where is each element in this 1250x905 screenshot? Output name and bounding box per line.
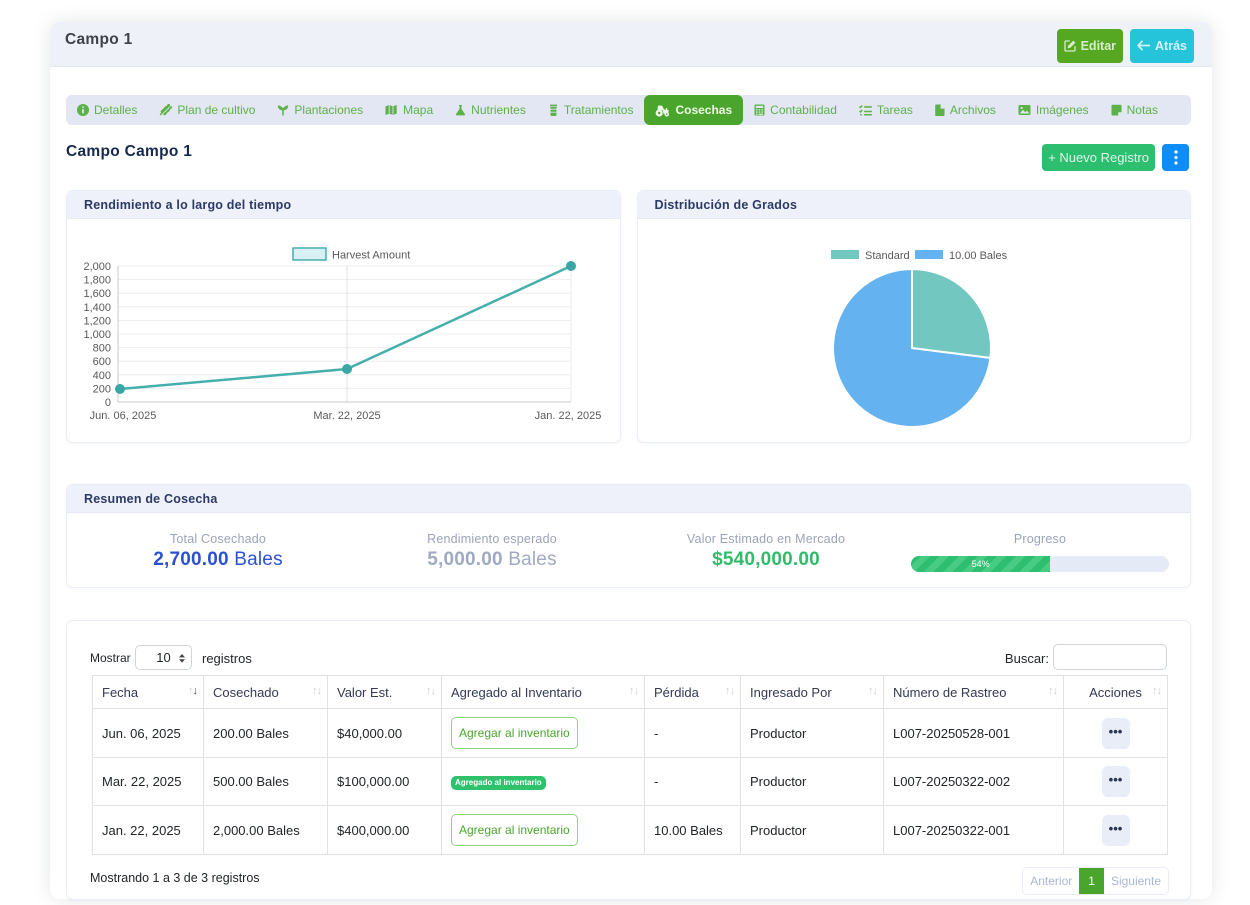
svg-text:600: 600 — [93, 356, 111, 368]
svg-text:1,800: 1,800 — [83, 275, 111, 287]
svg-text:Jun. 06, 2025: Jun. 06, 2025 — [90, 410, 157, 422]
svg-text:1,400: 1,400 — [83, 302, 111, 314]
svg-text:200: 200 — [93, 383, 111, 395]
svg-text:Harvest Amount: Harvest Amount — [332, 250, 410, 262]
svg-text:10.00 Bales: 10.00 Bales — [949, 250, 1008, 262]
svg-text:1,200: 1,200 — [83, 315, 111, 327]
svg-text:1,600: 1,600 — [83, 288, 111, 300]
svg-text:Standard: Standard — [865, 250, 910, 262]
svg-text:1,000: 1,000 — [83, 329, 111, 341]
svg-text:0: 0 — [105, 397, 111, 409]
svg-text:800: 800 — [93, 343, 111, 355]
svg-text:400: 400 — [93, 370, 111, 382]
svg-text:Jan. 22, 2025: Jan. 22, 2025 — [535, 410, 602, 422]
svg-text:Mar. 22, 2025: Mar. 22, 2025 — [313, 410, 380, 422]
svg-text:2,000: 2,000 — [83, 261, 111, 273]
